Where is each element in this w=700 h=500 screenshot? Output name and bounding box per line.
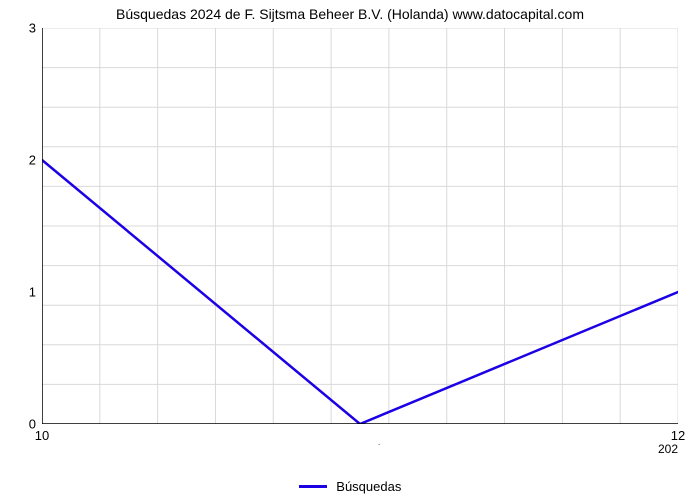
y-tick-label: 1 <box>29 285 36 300</box>
legend: Búsquedas <box>0 478 700 494</box>
x-secondary-right-label: 202 <box>658 442 678 456</box>
x-mid-marker: . <box>378 438 380 447</box>
y-tick-label: 2 <box>29 153 36 168</box>
legend-swatch <box>299 485 327 488</box>
plot-area: 01231012202. <box>42 28 678 424</box>
legend-label: Búsquedas <box>336 479 401 494</box>
chart-svg <box>42 28 678 424</box>
x-tick-label: 10 <box>35 428 49 443</box>
y-tick-label: 3 <box>29 21 36 36</box>
chart-container: Búsquedas 2024 de F. Sijtsma Beheer B.V.… <box>0 0 700 500</box>
x-tick-label: 12 <box>671 428 685 443</box>
chart-title: Búsquedas 2024 de F. Sijtsma Beheer B.V.… <box>0 6 700 22</box>
